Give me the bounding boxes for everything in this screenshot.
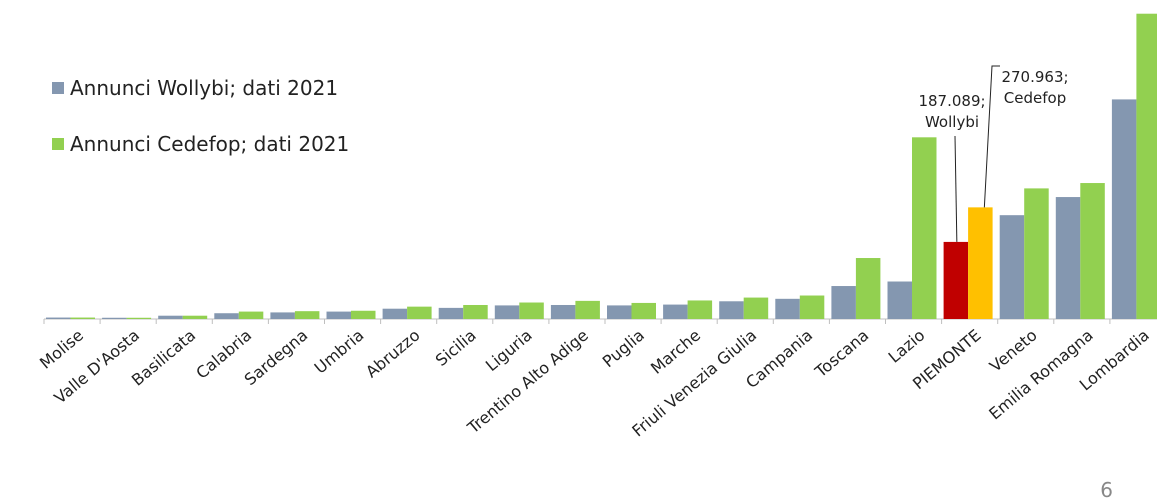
x-tick-label: Emilia Romagna: [985, 326, 1096, 424]
bar-cedefop-17: [1024, 188, 1049, 319]
data-label-cedefop: 270.963; Cedefop: [983, 65, 1069, 208]
bar-wollybi-8: [494, 305, 520, 319]
data-label-line: 270.963;: [1001, 68, 1068, 86]
bar-wollybi-3: [214, 313, 239, 319]
bar-wollybi-16: [943, 241, 969, 319]
bar-wollybi-17: [999, 215, 1025, 319]
bar-wollybi-15: [887, 281, 912, 319]
x-tick-label: Abruzzo: [362, 326, 424, 382]
bar-cedefop-2: [182, 315, 208, 319]
x-tick-label: Liguria: [482, 326, 536, 376]
bar-wollybi-7: [438, 307, 464, 319]
page-number: 6: [1100, 478, 1113, 502]
bar-wollybi-1: [102, 317, 127, 319]
legend-label-cedefop: Annunci Cedefop; dati 2021: [70, 132, 350, 156]
bar-wollybi-10: [607, 305, 632, 319]
bar-cedefop-18: [1080, 183, 1105, 319]
data-label-line: Cedefop: [1004, 89, 1066, 107]
bar-wollybi-13: [775, 298, 800, 319]
bar-wollybi-6: [382, 308, 408, 319]
bar-cedefop-12: [743, 297, 769, 319]
bar-wollybi-19: [1111, 99, 1137, 320]
bar-cedefop-4: [294, 311, 320, 319]
x-tick-label: Puglia: [599, 326, 648, 372]
data-label-line: 187.089;: [918, 92, 985, 110]
legend-swatch-cedefop: [52, 138, 64, 150]
x-tick-label: Molise: [36, 326, 87, 373]
bar-cedefop-8: [519, 302, 544, 319]
legend-label-wollybi: Annunci Wollybi; dati 2021: [70, 76, 339, 100]
bar-wollybi-0: [46, 317, 71, 319]
bar-cedefop-19: [1136, 13, 1157, 319]
bar-cedefop-10: [631, 302, 656, 319]
data-label-wollybi: 187.089; Wollybi: [918, 92, 986, 242]
data-label-leader: [954, 135, 958, 242]
bar-cedefop-13: [799, 295, 825, 319]
data-label-leader: [983, 65, 1000, 208]
legend-item-wollybi: Annunci Wollybi; dati 2021: [52, 76, 338, 100]
x-tick-label: Umbria: [311, 326, 368, 378]
bar-cedefop-7: [463, 304, 488, 319]
bar-wollybi-4: [270, 312, 295, 319]
bar-wollybi-2: [158, 315, 183, 319]
bar-cedefop-16: [968, 207, 993, 319]
bar-wollybi-12: [719, 301, 744, 319]
legend-swatch-wollybi: [52, 82, 64, 94]
bar-wollybi-11: [663, 304, 688, 319]
bar-cedefop-1: [126, 317, 152, 319]
bar-cedefop-0: [70, 317, 95, 319]
x-tick-label: Toscana: [811, 326, 873, 382]
data-label-line: Wollybi: [925, 113, 979, 131]
x-tick-label: Sardegna: [241, 326, 312, 390]
bar-wollybi-18: [1055, 197, 1081, 319]
bar-cedefop-14: [855, 258, 881, 319]
bar-cedefop-9: [575, 300, 600, 319]
x-tick-label: Lazio: [885, 326, 929, 367]
bar-wollybi-5: [326, 311, 351, 319]
bar-cedefop-15: [912, 137, 937, 319]
bar-cedefop-5: [351, 310, 376, 319]
bar-wollybi-14: [831, 286, 856, 319]
legend-item-cedefop: Annunci Cedefop; dati 2021: [52, 132, 349, 156]
bar-wollybi-9: [550, 304, 576, 319]
bar-cedefop-11: [687, 300, 713, 319]
x-tick-label: Sicilia: [432, 326, 480, 370]
bar-cedefop-6: [407, 306, 432, 319]
bar-cedefop-3: [238, 311, 264, 319]
